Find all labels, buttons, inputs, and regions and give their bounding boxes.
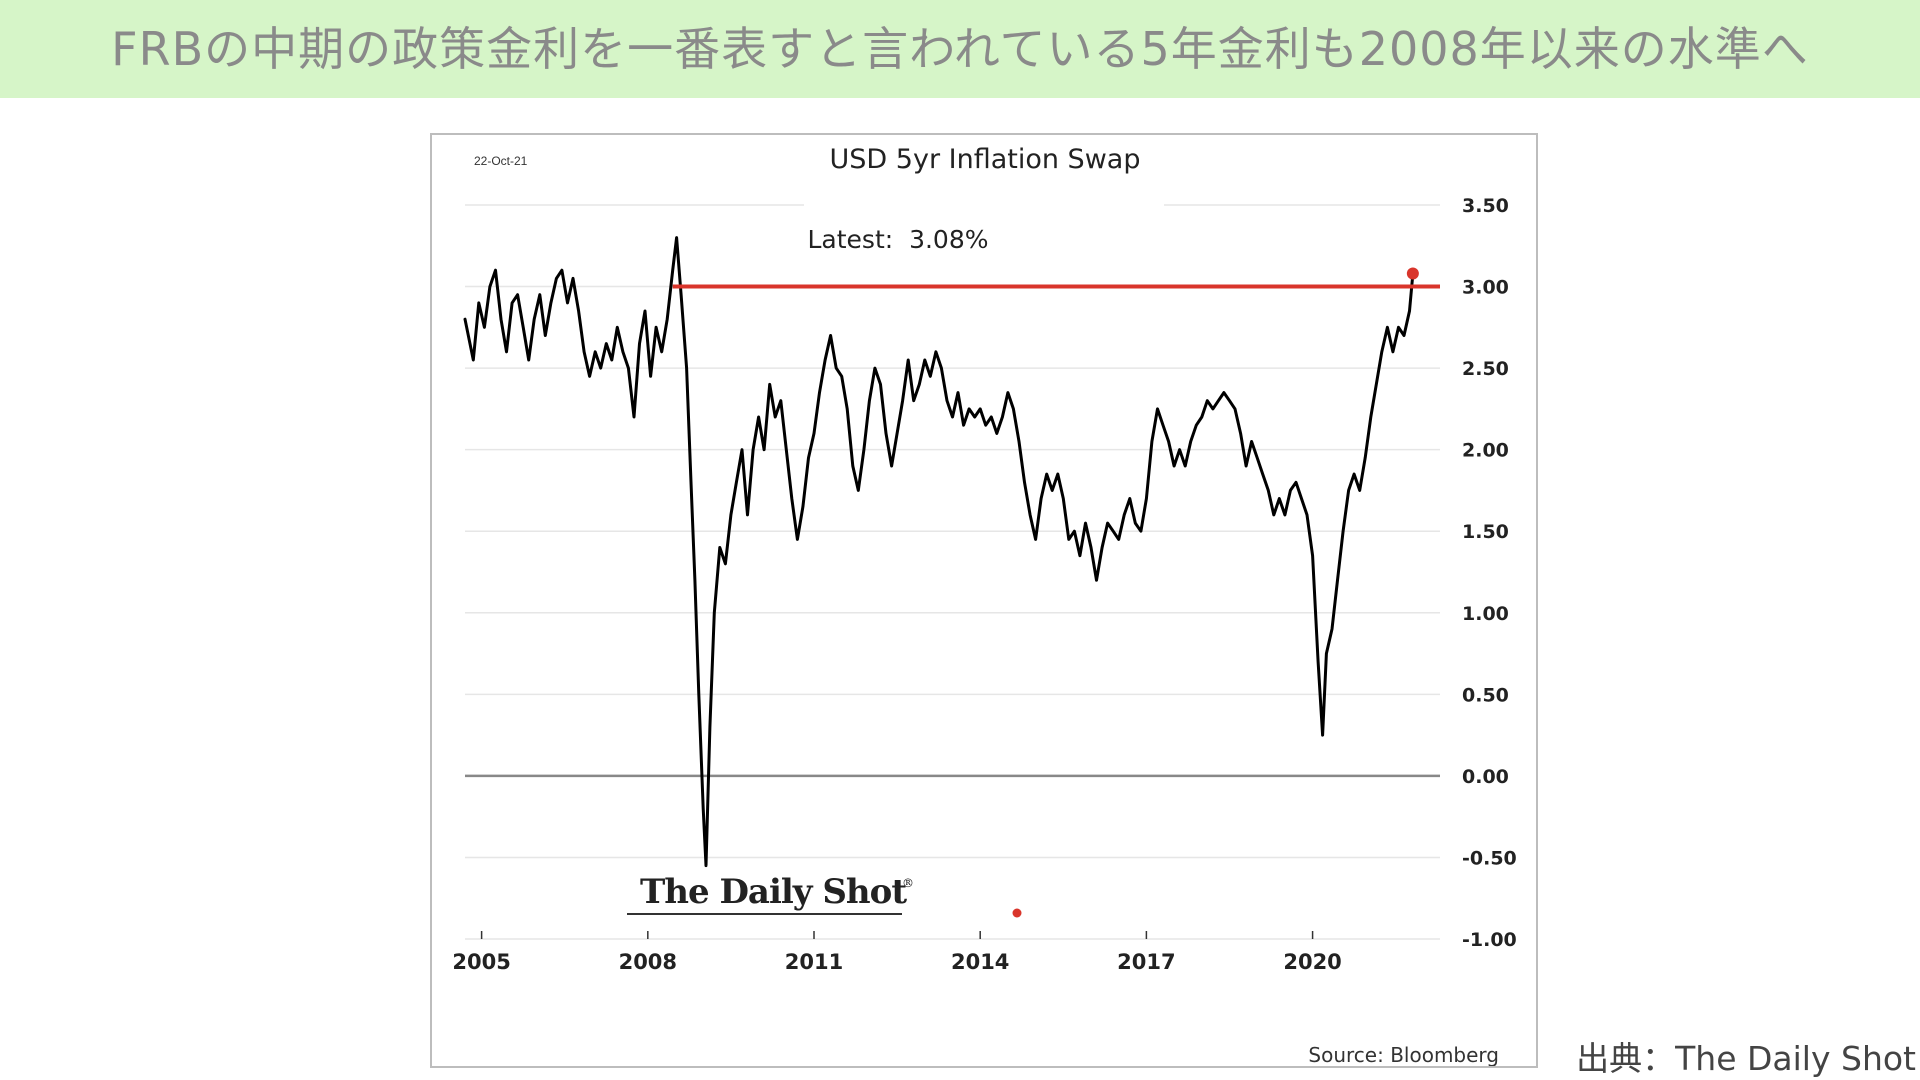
title-banner: FRBの中期の政策金利を一番表すと言われている5年金利も2008年以来の水準へ [0,0,1920,98]
y-tick-label: 3.50 [1462,195,1509,217]
y-tick-label: 3.00 [1462,277,1509,299]
inflation-swap-chart: 3.50 3.00 2.50 2.00 1.50 1.00 0.50 0.00 -0.50 -1.… [452,144,1516,1066]
y-tick-label: 1.00 [1462,603,1509,625]
x-tick-label: 2011 [785,950,843,974]
latest-point-marker [1406,267,1419,280]
y-tick-label: 2.50 [1462,358,1509,380]
reference-layer [672,267,1440,289]
y-tick-label: 1.50 [1462,521,1509,543]
inflation-swap-line [463,236,1415,868]
chart-frame: 3.50 3.00 2.50 2.00 1.50 1.00 0.50 0.00 -0.50 -1.… [430,133,1538,1068]
grid-layer [465,201,1440,940]
latest-annotation: Latest: 3.08% [808,225,989,254]
x-tick-label: 2005 [452,950,510,974]
chart-date-label: 22-Oct-21 [474,154,528,168]
watermark-dot [1012,908,1022,918]
x-tick-label: 2014 [951,950,1009,974]
y-tick-label: 2.00 [1462,440,1509,462]
chart-title: USD 5yr Inflation Swap [830,144,1141,175]
y-tick-label: 0.50 [1462,684,1509,706]
source-credit: 出典：The Daily Shot [1576,1039,1916,1078]
tick-layer: 3.50 3.00 2.50 2.00 1.50 1.00 0.50 0.00 -0.50 -1.… [452,195,1516,974]
y-tick-label: -1.00 [1462,929,1517,951]
x-tick-label: 2017 [1117,950,1175,974]
watermark-registered: ® [902,876,914,890]
title-gap [804,201,1164,209]
x-tick-label: 2020 [1283,950,1341,974]
series-layer [463,236,1415,868]
chart-source: Source: Bloomberg [1308,1043,1499,1066]
y-tick-label: -0.50 [1462,847,1517,869]
watermark-text: The Daily Shot [640,872,907,912]
x-tick-label: 2008 [619,950,677,974]
daily-shot-watermark: The Daily Shot ® [627,872,1022,918]
banner-title: FRBの中期の政策金利を一番表すと言われている5年金利も2008年以来の水準へ [111,22,1809,76]
y-tick-label: 0.00 [1462,766,1509,788]
